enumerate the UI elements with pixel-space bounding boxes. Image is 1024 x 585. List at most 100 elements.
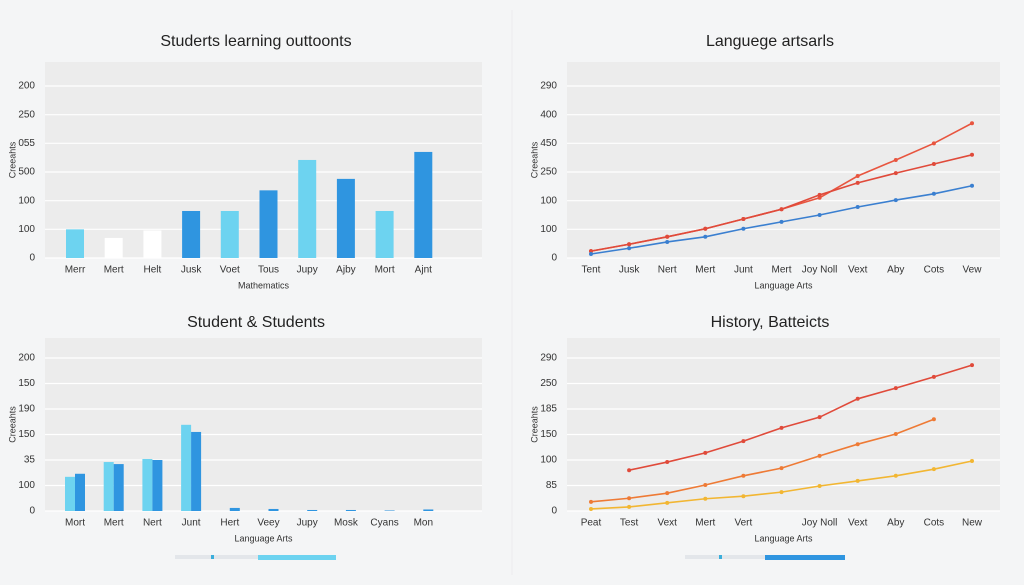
y-tick-label: 185 [540,404,557,415]
bar [423,509,434,511]
bar [75,473,85,511]
bar [414,151,433,258]
y-tick-label: 0 [29,253,35,264]
x-tick-label: Mort [65,518,85,529]
point [627,246,632,251]
point [703,482,708,487]
chart-title: Studerts learning outtoonts [160,33,351,50]
point [817,484,822,489]
x-tick-label: Junt [734,265,753,276]
y-tick-label: 450 [540,138,557,149]
line [590,418,935,503]
point [817,195,822,200]
x-tick-label: Jusk [619,265,641,276]
x-tick-label: Mort [375,265,395,276]
point [589,499,593,504]
point [703,450,708,455]
x-tick-label: Test [620,518,639,529]
point [665,234,670,239]
scroll-thumb [765,555,845,560]
x-axis-label: Language Arts [754,533,813,543]
x-tick-label: Joy Noll [802,265,838,276]
x-tick-label: Mert [772,265,792,276]
x-tick-label: Vert [735,518,753,529]
y-tick-label: 100 [18,224,35,235]
y-tick-label: 200 [18,353,35,364]
point [855,174,860,179]
x-axis-label: Language Arts [234,533,293,543]
y-tick-label: 150 [18,429,35,440]
chart-title: Student & Students [187,314,325,331]
point [779,425,784,430]
bar [345,509,356,511]
bar [259,190,278,258]
x-tick-label: Mert [104,518,124,529]
point [779,490,784,495]
point [741,226,746,231]
bar [384,510,395,511]
scroll-thumb [258,555,336,560]
y-tick-label: 100 [540,224,557,235]
point [665,460,670,465]
y-tick-label: 290 [540,81,557,92]
point [741,217,746,222]
x-tick-label: Nert [143,518,162,529]
x-tick-label: Cyans [370,518,398,529]
point [893,386,898,391]
point [970,363,974,368]
y-tick-label: 055 [18,138,35,149]
bar [375,210,394,258]
y-tick-label: 100 [540,195,557,206]
x-tick-label: Peat [581,518,602,529]
point [817,213,822,217]
point [589,506,593,511]
point [931,141,936,146]
x-tick-label: Joy Noll [802,518,838,529]
point [931,191,936,196]
y-tick-label: 400 [540,109,557,120]
point [703,234,708,239]
chart-title: History, Batteicts [711,314,830,331]
bar [336,178,355,258]
x-tick-label: Nert [658,265,677,276]
point [627,496,632,501]
x-tick-label: Cots [924,265,945,276]
x-tick-label: Aby [887,518,904,529]
y-axis-label: Creeahts [7,406,17,443]
point [627,468,632,473]
point [893,171,898,176]
y-tick-label: 85 [546,480,558,491]
bar [103,462,114,511]
x-tick-label: Ajby [336,265,355,276]
point [589,249,593,254]
point [817,453,822,458]
point [589,251,593,256]
y-tick-label: 35 [24,455,36,466]
point [855,442,860,447]
point [741,439,746,444]
y-tick-label: 150 [18,378,35,389]
scroll-track [175,555,335,559]
bar [182,210,201,258]
plot-area [567,62,1000,258]
y-tick-label: 500 [18,167,35,178]
point [931,417,936,422]
x-tick-label: Vew [963,265,983,276]
bar [307,509,318,511]
y-tick-label: 250 [540,167,557,178]
point [970,152,974,157]
x-tick-label: Merr [65,265,86,276]
point [627,242,632,247]
x-tick-label: Vext [848,265,868,276]
bar [65,476,75,511]
x-tick-label: Mert [695,265,715,276]
y-tick-label: 290 [540,353,557,364]
plot-area [567,338,1000,511]
y-tick-label: 190 [18,404,35,415]
y-tick-label: 150 [540,429,557,440]
y-axis-label: Creeahts [529,406,539,443]
x-tick-label: Tent [582,265,601,276]
point [893,473,898,478]
point [817,192,822,197]
